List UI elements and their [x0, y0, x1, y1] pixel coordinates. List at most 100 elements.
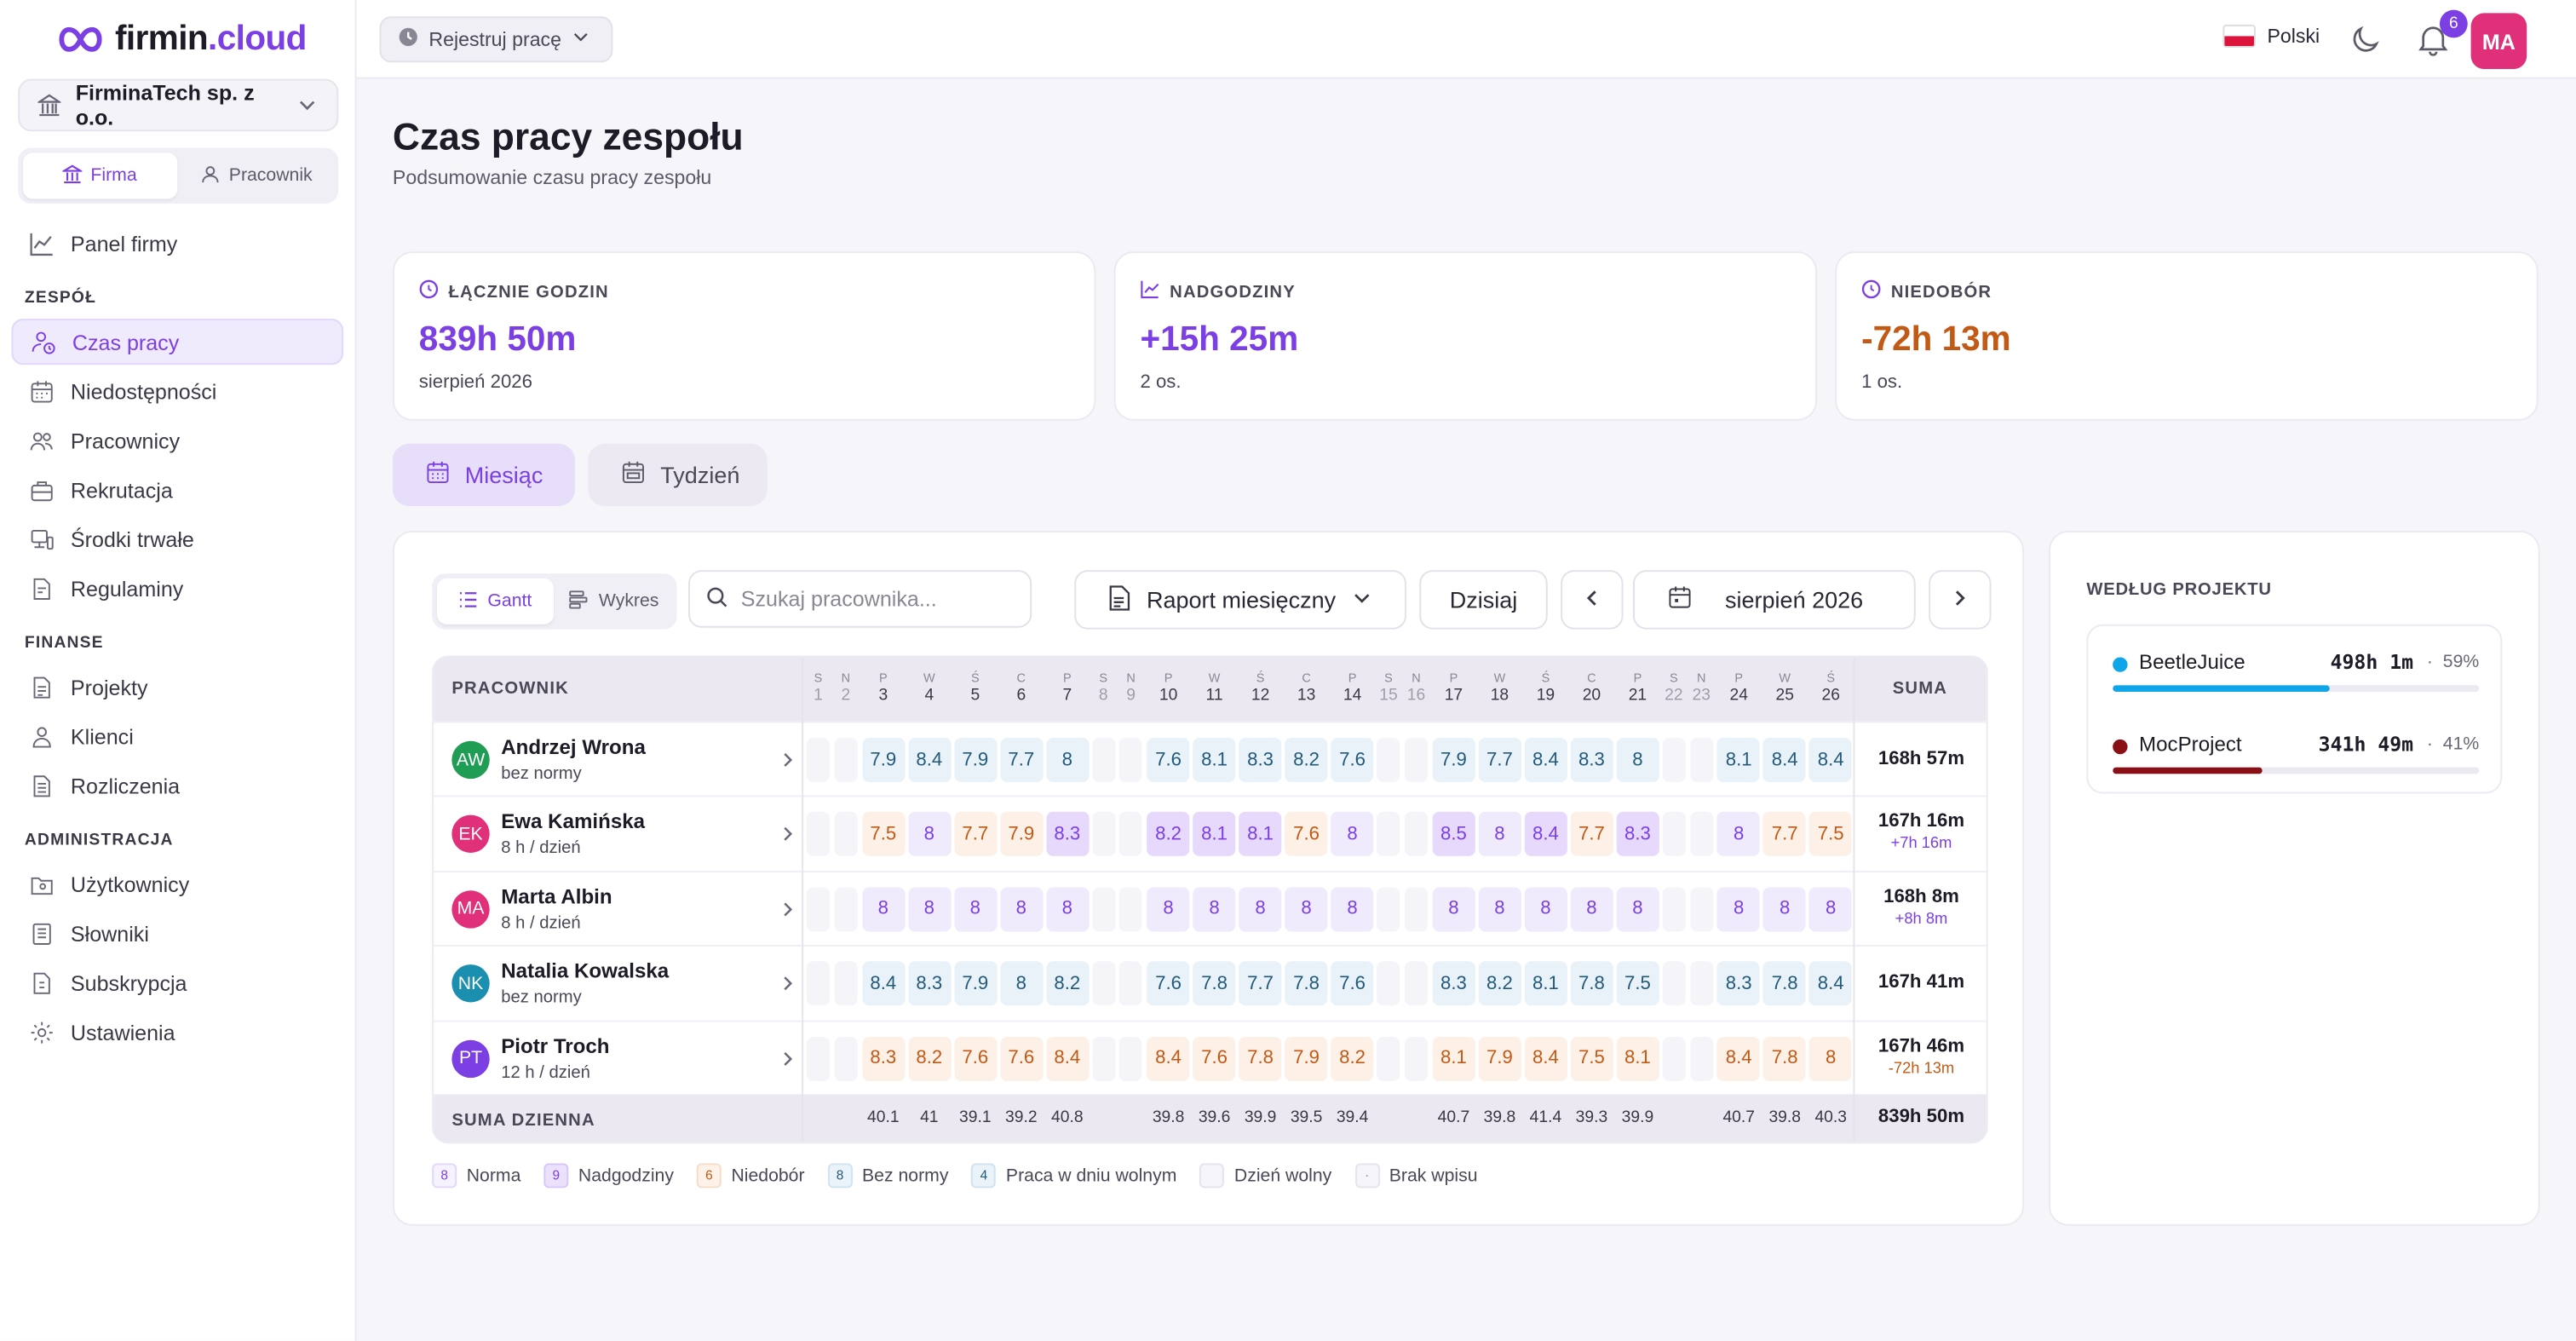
hours-cell[interactable]: 8.3: [1239, 737, 1282, 783]
day-off-cell[interactable]: [1689, 887, 1713, 932]
chevron-right-icon[interactable]: [779, 1046, 796, 1076]
role-pracownik-button[interactable]: Pracownik: [180, 153, 333, 199]
hours-cell[interactable]: 7.8: [1763, 1036, 1807, 1081]
hours-cell[interactable]: 8.2: [1285, 737, 1328, 783]
sidebar-item-czas-pracy[interactable]: Czas pracy: [11, 319, 344, 365]
hours-cell[interactable]: 8: [1717, 887, 1761, 932]
day-off-cell[interactable]: [1404, 887, 1428, 932]
hours-cell[interactable]: 8.3: [1616, 812, 1659, 857]
day-off-cell[interactable]: [834, 812, 858, 857]
hours-cell[interactable]: 8.2: [907, 1036, 951, 1081]
hours-cell[interactable]: 7.8: [1239, 1036, 1282, 1081]
day-off-cell[interactable]: [1689, 1036, 1713, 1081]
role-firma-button[interactable]: Firma: [23, 153, 177, 199]
hours-cell[interactable]: 8.4: [1045, 1036, 1089, 1081]
sidebar-item-ustawienia[interactable]: Ustawienia: [12, 1009, 344, 1055]
tab-month[interactable]: Miesiąc: [392, 443, 576, 507]
day-off-cell[interactable]: [834, 1036, 858, 1081]
day-off-cell[interactable]: [1662, 961, 1686, 1006]
hours-cell[interactable]: 7.7: [1570, 812, 1613, 857]
hours-cell[interactable]: 8.3: [861, 1036, 905, 1081]
employee-row[interactable]: EK Ewa Kamińska 8 h / dzień 7.5 8 7.7 7.9 8.3 8.…: [434, 796, 1987, 870]
hours-cell[interactable]: 8: [1285, 887, 1328, 932]
hours-cell[interactable]: 8: [1193, 887, 1236, 932]
next-period-button[interactable]: [1929, 570, 1992, 630]
day-off-cell[interactable]: [806, 1036, 830, 1081]
employee-row[interactable]: AW Andrzej Wrona bez normy 7.9 8.4 7.9 7.7 8 7.6…: [434, 721, 1987, 796]
hours-cell[interactable]: 8: [1809, 1036, 1853, 1081]
sidebar-item-projekty[interactable]: Projekty: [12, 664, 344, 710]
sidebar-item-subskrypcja[interactable]: Subskrypcja: [12, 959, 344, 1005]
today-button[interactable]: Dzisiaj: [1419, 570, 1548, 630]
hours-cell[interactable]: 8.3: [1432, 961, 1475, 1006]
project-item[interactable]: MocProject 341h 49m · 41%: [2113, 733, 2480, 798]
hours-cell[interactable]: 7.9: [999, 812, 1043, 857]
day-off-cell[interactable]: [1689, 812, 1713, 857]
hours-cell[interactable]: 7.6: [1285, 812, 1328, 857]
sidebar-item-regulaminy[interactable]: Regulaminy: [12, 565, 344, 611]
day-off-cell[interactable]: [1377, 812, 1400, 857]
day-off-cell[interactable]: [1662, 887, 1686, 932]
theme-toggle-moon-icon[interactable]: [2349, 23, 2383, 64]
sidebar-item-rekrutacja[interactable]: Rekrutacja: [12, 467, 344, 513]
day-off-cell[interactable]: [806, 961, 830, 1006]
hours-cell[interactable]: 8.4: [1763, 737, 1807, 783]
hours-cell[interactable]: 7.8: [1763, 961, 1807, 1006]
day-off-cell[interactable]: [1689, 961, 1713, 1006]
hours-cell[interactable]: 8: [861, 887, 905, 932]
hours-cell[interactable]: 8: [1432, 887, 1475, 932]
day-off-cell[interactable]: [1404, 961, 1428, 1006]
hours-cell[interactable]: 7.9: [953, 961, 997, 1006]
hours-cell[interactable]: 8: [907, 887, 951, 932]
day-off-cell[interactable]: [1091, 961, 1115, 1006]
employee-search[interactable]: Szukaj pracownika...: [688, 570, 1032, 628]
hours-cell[interactable]: 7.6: [999, 1036, 1043, 1081]
day-off-cell[interactable]: [806, 737, 830, 783]
chevron-right-icon[interactable]: [779, 971, 796, 1001]
sidebar-item-rozliczenia[interactable]: Rozliczenia: [12, 763, 344, 809]
hours-cell[interactable]: 7.7: [953, 812, 997, 857]
employee-row[interactable]: PT Piotr Troch 12 h / dzień 8.3 8.2 7.6 7.6 8.4…: [434, 1019, 1987, 1094]
hours-cell[interactable]: 7.9: [953, 737, 997, 783]
day-off-cell[interactable]: [1662, 737, 1686, 783]
hours-cell[interactable]: 8.4: [1809, 737, 1853, 783]
employee-row[interactable]: MA Marta Albin 8 h / dzień 8 8 8 8 8 8 8 8 8 8 8 8 8 8 8 8…: [434, 870, 1987, 945]
hours-cell[interactable]: 7.6: [1193, 1036, 1236, 1081]
hours-cell[interactable]: 8: [999, 887, 1043, 932]
hours-cell[interactable]: 8: [1524, 887, 1567, 932]
day-off-cell[interactable]: [806, 887, 830, 932]
hours-cell[interactable]: 7.8: [1285, 961, 1328, 1006]
hours-cell[interactable]: 7.7: [1239, 961, 1282, 1006]
hours-cell[interactable]: 7.6: [953, 1036, 997, 1081]
sidebar-item-niedostepnosci[interactable]: Niedostępności: [12, 368, 344, 414]
hours-cell[interactable]: 8: [1478, 887, 1521, 932]
hours-cell[interactable]: 7.9: [1285, 1036, 1328, 1081]
hours-cell[interactable]: 8.4: [907, 737, 951, 783]
hours-cell[interactable]: 7.9: [1478, 1036, 1521, 1081]
chevron-right-icon[interactable]: [779, 897, 796, 927]
tab-week[interactable]: Tydzień: [588, 443, 768, 507]
day-off-cell[interactable]: [834, 887, 858, 932]
hours-cell[interactable]: 8.4: [1524, 812, 1567, 857]
hours-cell[interactable]: 8: [907, 812, 951, 857]
gantt-button[interactable]: Gantt: [437, 578, 553, 624]
prev-period-button[interactable]: [1561, 570, 1624, 630]
hours-cell[interactable]: 8.4: [1524, 737, 1567, 783]
hours-cell[interactable]: 8.2: [1478, 961, 1521, 1006]
chevron-right-icon[interactable]: [779, 748, 796, 778]
day-off-cell[interactable]: [1091, 887, 1115, 932]
company-selector[interactable]: FirminaTech sp. z o.o.: [18, 78, 339, 132]
day-off-cell[interactable]: [1377, 1036, 1400, 1081]
hours-cell[interactable]: 8.4: [1147, 1036, 1190, 1081]
hours-cell[interactable]: 8.1: [1193, 737, 1236, 783]
hours-cell[interactable]: 8: [1147, 887, 1190, 932]
hours-cell[interactable]: 8.3: [907, 961, 951, 1006]
hours-cell[interactable]: 8: [1763, 887, 1807, 932]
day-off-cell[interactable]: [806, 812, 830, 857]
hours-cell[interactable]: 8.2: [1147, 812, 1190, 857]
sidebar-item-klienci[interactable]: Klienci: [12, 713, 344, 759]
day-off-cell[interactable]: [1377, 887, 1400, 932]
employee-row[interactable]: NK Natalia Kowalska bez normy 8.4 8.3 7.9 8 8.2…: [434, 945, 1987, 1020]
hours-cell[interactable]: 8.4: [1809, 961, 1853, 1006]
day-off-cell[interactable]: [1377, 737, 1400, 783]
